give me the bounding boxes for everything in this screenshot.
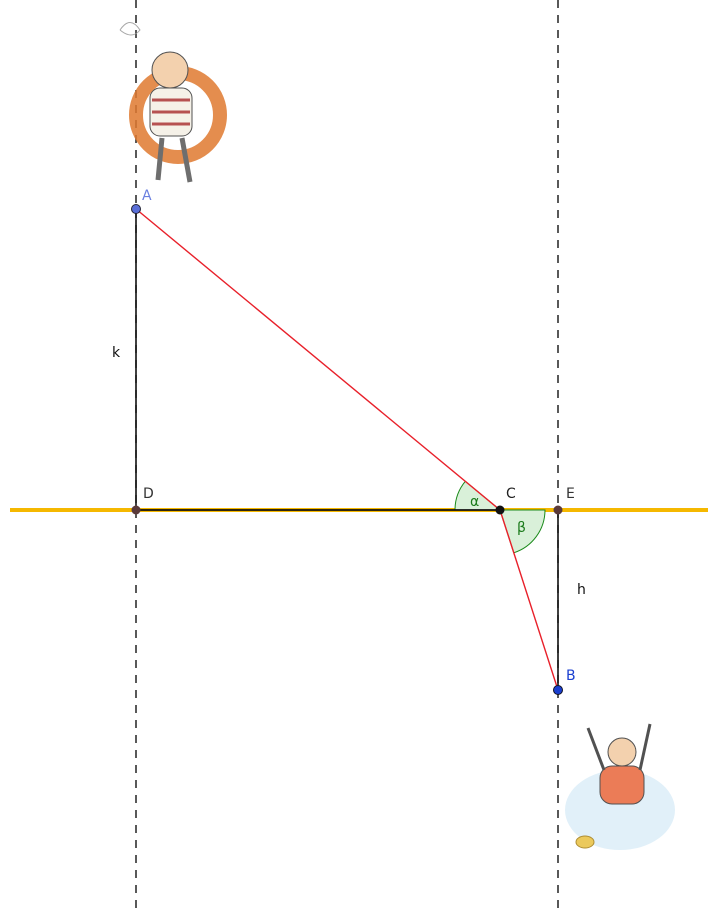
point-label: C (506, 486, 516, 502)
point-b (554, 686, 563, 695)
point-label: B (566, 668, 576, 684)
diagram: A B C D E k h α β (0, 0, 708, 913)
segment-label: k (112, 345, 121, 361)
angle-label: β (517, 520, 526, 536)
point-d (132, 506, 141, 515)
point-a (132, 205, 141, 214)
point-label: A (142, 188, 152, 204)
segment-label: h (577, 582, 586, 598)
point-e (554, 506, 563, 515)
point-label: E (566, 486, 575, 502)
angle-label: α (470, 494, 479, 510)
point-c (496, 506, 505, 515)
point-label: D (143, 486, 154, 502)
